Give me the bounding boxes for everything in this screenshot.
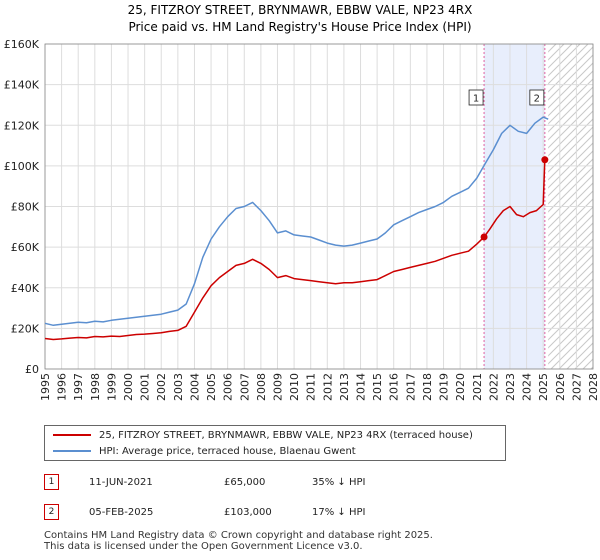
sale-point-1 (480, 233, 488, 241)
x-tick-label: 2004 (188, 373, 201, 401)
x-tick-label: 1995 (39, 373, 52, 401)
legend-item-hpi: HPI: Average price, terraced house, Blae… (53, 444, 356, 458)
x-tick-label: 2001 (139, 373, 152, 401)
x-tick-label: 2017 (404, 373, 417, 401)
x-tick-label: 2018 (421, 373, 434, 401)
sale-price-1: £65,000 (224, 476, 266, 488)
x-tick-label: 2025 (537, 373, 550, 401)
plot-border (44, 43, 594, 370)
footer-licence: This data is licensed under the Open Gov… (44, 540, 363, 552)
sale-price-2: £103,000 (224, 506, 272, 518)
x-tick-label: 2005 (205, 373, 218, 401)
x-tick-label: 2016 (388, 373, 401, 401)
y-tick-label: £40K (11, 282, 40, 295)
x-tick-label: 2020 (454, 373, 467, 401)
x-tick-label: 2027 (570, 373, 583, 401)
sale-date-2: 05-FEB-2025 (89, 506, 154, 518)
x-tick-label: 1998 (89, 373, 102, 401)
footer: Contains HM Land Registry data © Crown c… (44, 530, 433, 552)
x-tick-label: 1996 (56, 373, 69, 401)
sale-point-2 (541, 156, 549, 164)
sale-hpi-2: 17% ↓ HPI (312, 506, 366, 518)
legend-item-property: 25, FITZROY STREET, BRYNMAWR, EBBW VALE,… (53, 428, 473, 442)
sale-badge-2: 2 (44, 504, 59, 520)
legend-swatch-property (53, 434, 91, 436)
x-tick-label: 2009 (271, 373, 284, 401)
sale-box-label-2: 2 (534, 94, 540, 105)
y-tick-label: £120K (4, 119, 40, 132)
x-tick-label: 2013 (338, 373, 351, 401)
price-chart: 25, FITZROY STREET, BRYNMAWR, EBBW VALE,… (4, 3, 600, 401)
x-tick-label: 2015 (371, 373, 384, 401)
y-tick-label: £140K (4, 79, 40, 92)
x-tick-label: 2021 (471, 373, 484, 401)
x-tick-label: 2008 (255, 373, 268, 401)
legend-swatch-hpi (53, 450, 91, 452)
x-tick-label: 2010 (288, 373, 301, 401)
y-tick-label: £0 (25, 363, 39, 376)
x-tick-label: 1997 (72, 373, 85, 401)
y-tick-label: £20K (11, 322, 40, 335)
x-tick-label: 2026 (554, 373, 567, 401)
x-tick-label: 2022 (487, 373, 500, 401)
x-tick-label: 2011 (305, 373, 318, 401)
chart-subtitle: Price paid vs. HM Land Registry's House … (128, 20, 471, 34)
chart-title: 25, FITZROY STREET, BRYNMAWR, EBBW VALE,… (128, 3, 473, 17)
x-tick-label: 2006 (222, 373, 235, 401)
x-tick-label: 1999 (105, 373, 118, 401)
sale-row-1: 1 11-JUN-2021 £65,000 35% ↓ HPI (44, 474, 544, 490)
x-tick-label: 2007 (238, 373, 251, 401)
x-tick-label: 2024 (521, 373, 534, 401)
sale-hpi-1: 35% ↓ HPI (312, 476, 366, 488)
y-tick-label: £80K (11, 201, 40, 214)
x-tick-label: 2023 (504, 373, 517, 401)
x-tick-label: 2003 (172, 373, 185, 401)
footer-copyright: Contains HM Land Registry data © Crown c… (44, 530, 433, 541)
y-tick-label: £60K (11, 241, 40, 254)
y-tick-label: £160K (4, 38, 40, 51)
x-tick-label: 2002 (155, 373, 168, 401)
y-tick-label: £100K (4, 160, 40, 173)
x-tick-label: 2028 (587, 373, 600, 401)
sale-box-label-1: 1 (473, 94, 479, 105)
x-tick-label: 2012 (321, 373, 334, 401)
legend: 25, FITZROY STREET, BRYNMAWR, EBBW VALE,… (44, 425, 506, 461)
x-tick-label: 2000 (122, 373, 135, 401)
x-tick-label: 2019 (438, 373, 451, 401)
sale-row-2: 2 05-FEB-2025 £103,000 17% ↓ HPI (44, 504, 544, 520)
sale-box-1 (468, 89, 484, 106)
legend-label-hpi: HPI: Average price, terraced house, Blae… (99, 445, 356, 457)
hpi-series-line (44, 116, 549, 327)
sale-badge-1: 1 (44, 474, 59, 490)
x-tick-label: 2014 (355, 373, 368, 401)
sale-box-2 (529, 89, 545, 106)
sale-date-1: 11-JUN-2021 (89, 476, 153, 488)
legend-label-property: 25, FITZROY STREET, BRYNMAWR, EBBW VALE,… (99, 429, 473, 441)
property-series-line (44, 159, 546, 341)
